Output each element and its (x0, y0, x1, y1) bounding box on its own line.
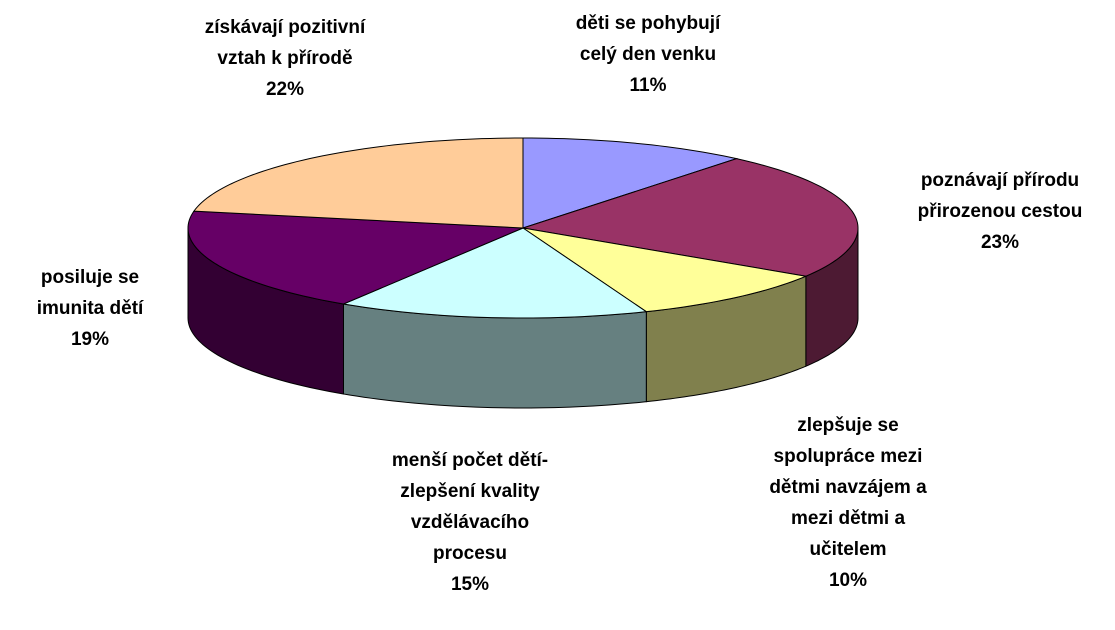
category-label: děti se pohybují celý den venku (575, 13, 721, 65)
pie-slice (522, 227, 808, 313)
value-label: 22% (265, 79, 305, 100)
pie-slice (522, 137, 739, 229)
pie-slice (192, 137, 524, 229)
slice-label: získávají pozitivní vztah k přírodě 22% (205, 12, 366, 105)
slice-label: menší počet dětí- zlepšení kvality vzděl… (392, 445, 548, 600)
pie-side (343, 303, 647, 409)
value-label: 15% (450, 574, 490, 595)
slice-label: děti se pohybují celý den venku 11% (576, 8, 721, 101)
category-label: posiluje se imunita dětí (36, 267, 144, 319)
slice-label: poznávají přírodu přirozenou cestou 23% (918, 165, 1083, 258)
pie-slice (341, 227, 648, 319)
category-label: zlepšuje se spolupráce mezi dětmi navzáj… (769, 415, 927, 560)
category-label: získávají pozitivní vztah k přírodě (204, 17, 366, 69)
slice-label: zlepšuje se spolupráce mezi dětmi navzáj… (769, 410, 926, 596)
value-label: 11% (629, 75, 667, 96)
value-label: 10% (828, 570, 868, 591)
slice-label: posiluje se imunita dětí 19% (37, 262, 144, 355)
pie-slice (522, 158, 859, 277)
category-label: poznávají přírodu přirozenou cestou (917, 170, 1083, 222)
pie-slice (187, 210, 524, 305)
value-label: 23% (980, 232, 1020, 253)
value-label: 19% (70, 329, 110, 350)
category-label: menší počet dětí- zlepšení kvality vzděl… (391, 450, 549, 564)
